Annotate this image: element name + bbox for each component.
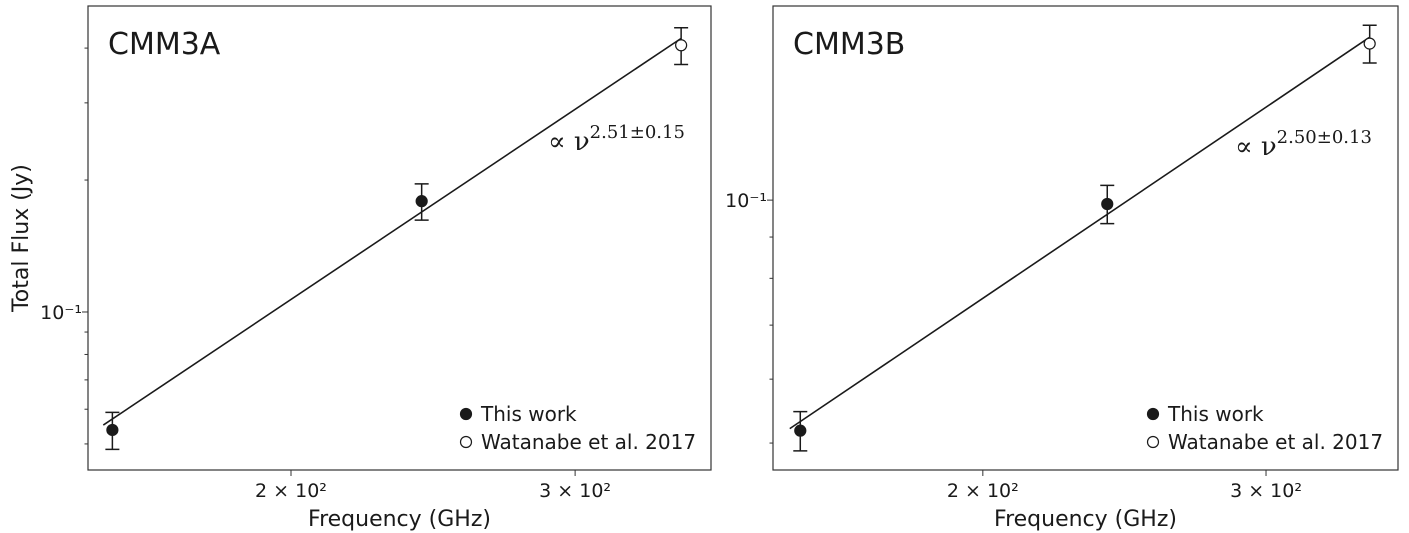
y-axis-label: Total Flux (Jy) (9, 164, 34, 313)
legend-label: This work (1167, 402, 1264, 426)
annotation-exponent: 2.50±0.13 (1277, 127, 1372, 148)
y-tick-label: 10⁻¹ (725, 190, 767, 212)
y-tick-label: 10⁻¹ (40, 302, 82, 324)
panel-title: CMM3A (108, 27, 221, 62)
x-axis-label: Frequency (GHz) (308, 507, 491, 532)
annotation-base: ∝ ν (1235, 132, 1277, 162)
legend-marker (459, 407, 473, 421)
plot-frame (87, 5, 712, 471)
panel-title: CMM3B (793, 27, 905, 62)
panel: 2 × 10² 3 × 10² 10⁻¹ CMM3B Frequency (GHz) ∝ … (725, 5, 1399, 532)
data-point (106, 423, 119, 437)
legend-label: This work (480, 402, 577, 426)
fit-annotation: ∝ ν2.50±0.13 (1235, 127, 1372, 162)
x-tick-label: 2 × 10² (255, 480, 327, 502)
legend-marker (459, 435, 473, 449)
legend-marker (1146, 407, 1160, 421)
panel: 2 × 10² 3 × 10² 10⁻¹ CMM3A Frequency (GHz) To… (9, 5, 712, 532)
data-point (794, 424, 807, 437)
annotation-base: ∝ ν (548, 127, 590, 157)
x-tick-label: 3 × 10² (1230, 480, 1302, 502)
data-point (1363, 37, 1376, 50)
x-tick-label: 2 × 10² (947, 480, 1019, 502)
fit-annotation: ∝ ν2.51±0.15 (548, 122, 685, 157)
x-tick-label: 3 × 10² (539, 480, 611, 502)
legend-label: Watanabe et al. 2017 (481, 430, 696, 454)
data-point (675, 39, 688, 52)
legend-label: Watanabe et al. 2017 (1168, 430, 1383, 454)
annotation-exponent: 2.51±0.15 (590, 122, 685, 143)
x-axis-label: Frequency (GHz) (994, 507, 1177, 532)
data-point (415, 195, 428, 208)
plot-frame (772, 5, 1399, 471)
fit-line (102, 37, 682, 426)
fit-line (789, 36, 1370, 430)
data-point (1101, 197, 1114, 211)
legend-marker (1146, 435, 1160, 449)
